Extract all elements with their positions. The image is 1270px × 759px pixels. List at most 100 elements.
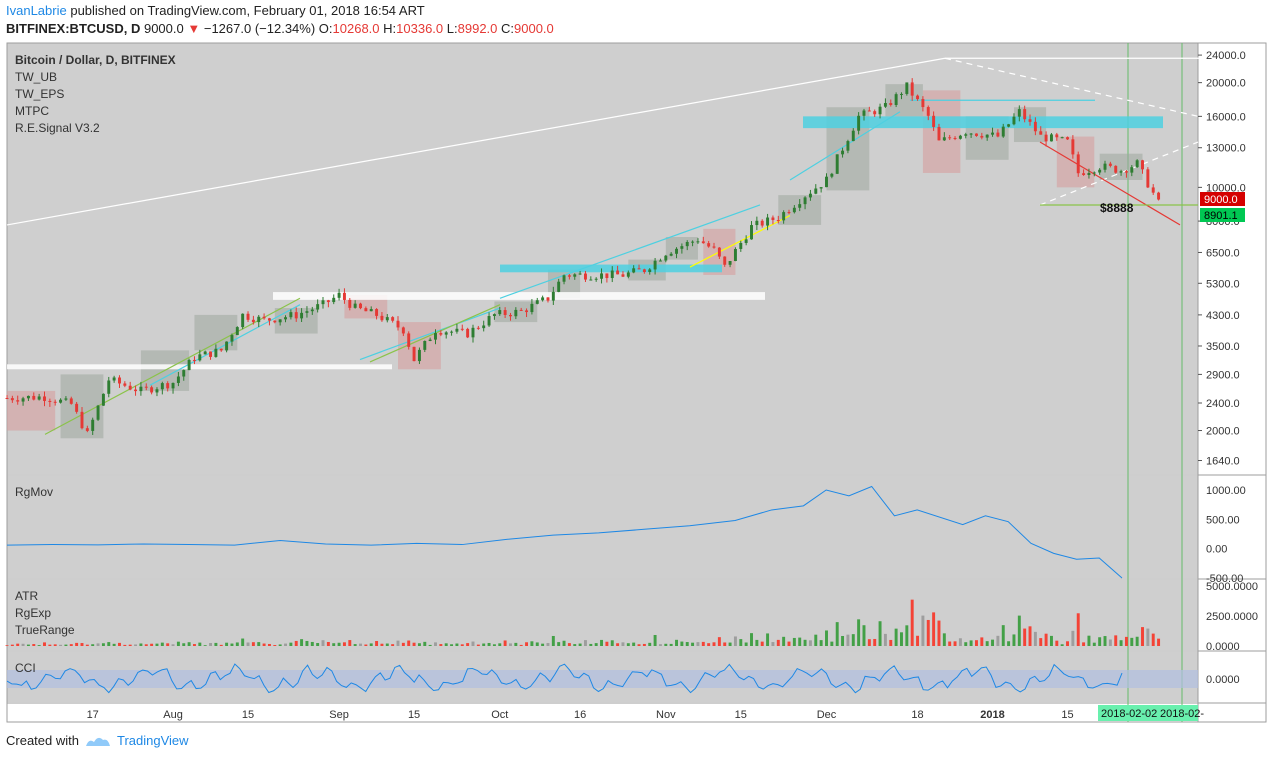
candle-body <box>685 242 689 247</box>
truerange-bar <box>123 644 127 646</box>
candle-body <box>332 297 336 303</box>
main-pane-axis-bg <box>1198 43 1266 474</box>
cci-tick-label: 0.0000 <box>1206 674 1240 686</box>
truerange-bar <box>32 644 36 646</box>
truerange-bar <box>782 636 786 646</box>
candle-body <box>257 316 261 323</box>
candle-body <box>171 382 175 389</box>
candle-body <box>69 398 73 404</box>
truerange-bar <box>128 644 132 646</box>
candle-body <box>64 398 68 400</box>
candle-body <box>798 204 802 208</box>
candle-body <box>921 99 925 108</box>
truerange-bar <box>637 644 641 646</box>
candle-body <box>498 310 502 315</box>
truerange-bar <box>326 641 330 646</box>
truerange-bar <box>16 643 20 646</box>
candle-body <box>176 376 180 383</box>
candle-body <box>359 303 362 309</box>
truerange-bar <box>1044 633 1048 646</box>
candle-body <box>985 134 989 138</box>
y-tick-label: 10000.0 <box>1206 182 1246 194</box>
truerange-bar <box>851 634 855 646</box>
truerange-bar <box>632 642 636 646</box>
cci-legend: CCI <box>15 661 36 675</box>
candle-body <box>166 383 170 389</box>
truerange-bar <box>375 641 379 646</box>
truerange-bar <box>75 642 79 646</box>
truerange-bar <box>1007 641 1011 646</box>
candle-body <box>503 310 507 315</box>
x-tick-label: Oct <box>491 709 508 721</box>
truerange-bar <box>241 638 245 646</box>
truerange-bar <box>64 644 68 646</box>
truerange-bar <box>744 642 748 646</box>
candle-body <box>937 126 941 141</box>
trend-line <box>149 304 301 386</box>
candle-body <box>782 212 786 221</box>
candle-body <box>1146 169 1150 188</box>
candle-body <box>642 269 646 272</box>
truerange-bar <box>118 642 121 646</box>
atr-legend-item: RgExp <box>15 606 51 620</box>
truerange-bar <box>867 639 871 646</box>
candle-body <box>723 256 727 265</box>
x-tick-label: 18 <box>911 709 923 721</box>
open-label: O: <box>318 21 333 36</box>
candle-body <box>391 317 395 321</box>
candle-body <box>825 176 828 188</box>
truerange-bar <box>953 641 957 646</box>
truerange-bar <box>787 641 791 646</box>
truerange-bar <box>509 643 512 646</box>
candle-body <box>262 316 266 319</box>
candle-body <box>155 389 159 393</box>
candle-body <box>139 386 143 392</box>
main-legend-item: Bitcoin / Dollar, D, BITFINEX <box>15 53 176 67</box>
atr-tick-label: 5000.0000 <box>1206 581 1258 593</box>
truerange-bar <box>530 641 534 646</box>
truerange-bar <box>541 643 545 646</box>
atr-legend-item: TrueRange <box>15 623 75 637</box>
truerange-bar <box>401 642 405 646</box>
truerange-bar <box>771 642 775 646</box>
truerange-bar <box>257 642 261 646</box>
truerange-bar <box>144 644 148 646</box>
candle-body <box>578 273 582 275</box>
truerange-bar <box>1071 630 1075 646</box>
author-link[interactable]: IvanLabrie <box>6 3 67 18</box>
x-tick-label: 2018 <box>980 709 1004 721</box>
candle-body <box>958 135 962 139</box>
candle-body <box>375 309 379 316</box>
tradingview-link[interactable]: TradingView <box>116 733 189 748</box>
last-price-badge-text: 9000.0 <box>1204 194 1238 206</box>
truerange-bar <box>905 625 909 646</box>
candle-body <box>605 273 609 279</box>
legend: Bitcoin / Dollar, D, BITFINEX TW_UB TW_EPS… <box>15 53 176 675</box>
truerange-bar <box>187 642 191 646</box>
truerange-bar <box>658 644 662 646</box>
candle-body <box>444 332 448 335</box>
candle-body <box>600 273 604 279</box>
candle-body <box>567 275 571 277</box>
open-value: 10268.0 <box>332 21 380 36</box>
truerange-bar <box>733 636 737 646</box>
x-tick-label: 15 <box>1061 709 1073 721</box>
truerange-bar <box>974 640 978 646</box>
main-legend-item: TW_UB <box>15 70 57 84</box>
truerange-bar <box>342 642 346 646</box>
candle-body <box>1082 173 1086 176</box>
candles <box>5 78 1161 435</box>
truerange-bar <box>53 644 57 646</box>
truerange-bar <box>1028 626 1032 646</box>
truerange-bar <box>750 633 753 646</box>
trend-line <box>499 204 761 299</box>
trend-line <box>359 307 501 361</box>
truerange-bar <box>841 635 845 646</box>
truerange-bar <box>776 639 780 646</box>
candle-body <box>728 261 732 265</box>
truerange-bar <box>819 640 823 646</box>
candle-body <box>487 316 491 326</box>
truerange-bar <box>846 634 850 646</box>
price-text: 9000.0 <box>143 21 184 36</box>
